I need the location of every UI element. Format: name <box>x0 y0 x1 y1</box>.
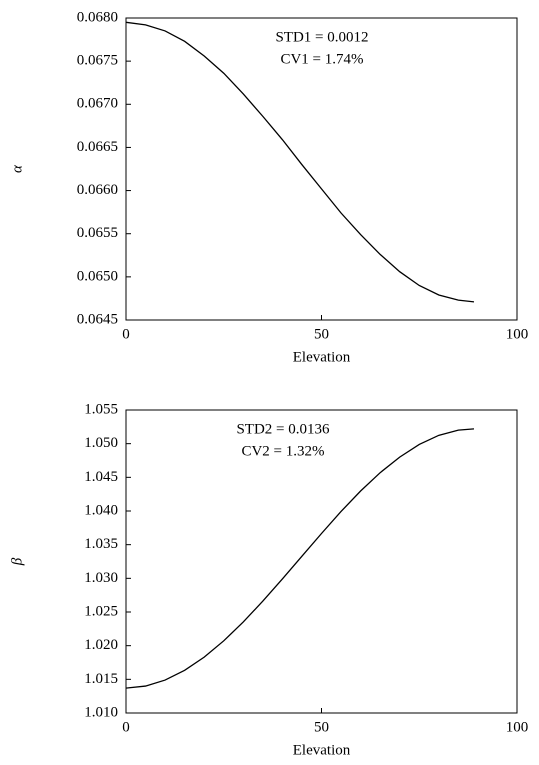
x-axis-label: Elevation <box>293 742 351 758</box>
data-line <box>125 21 475 303</box>
y-tick-label: 1.050 <box>84 435 118 451</box>
x-tick-label: 50 <box>314 326 329 342</box>
annotation: STD2 = 0.0136 <box>236 421 330 437</box>
x-axis-label: Elevation <box>293 349 351 365</box>
y-tick-label: 1.035 <box>84 536 118 552</box>
y-tick-label: 1.030 <box>84 570 118 586</box>
y-tick-label: 1.045 <box>84 469 118 485</box>
annotation: CV2 = 1.32% <box>241 443 324 459</box>
y-tick-label: 1.055 <box>84 401 118 417</box>
y-tick-label: 0.0675 <box>77 53 118 69</box>
y-axis-label: α <box>9 164 25 173</box>
x-tick-label: 0 <box>122 719 130 735</box>
annotation: STD1 = 0.0012 <box>275 29 368 45</box>
y-tick-label: 1.025 <box>84 603 118 619</box>
y-tick-label: 0.0650 <box>77 268 118 284</box>
y-tick-label: 0.0670 <box>77 96 118 112</box>
y-tick-label: 1.015 <box>84 671 118 687</box>
x-tick-label: 0 <box>122 326 130 342</box>
y-tick-label: 1.020 <box>84 637 118 653</box>
x-tick-label: 100 <box>506 326 529 342</box>
annotation: CV1 = 1.74% <box>280 51 363 67</box>
x-tick-label: 50 <box>314 719 329 735</box>
y-tick-label: 0.0680 <box>77 9 118 25</box>
y-tick-label: 0.0665 <box>77 139 118 155</box>
y-axis-label: β <box>9 557 25 566</box>
y-tick-label: 0.0655 <box>77 225 118 241</box>
y-tick-label: 1.010 <box>84 704 118 720</box>
y-tick-label: 0.0660 <box>77 182 118 198</box>
data-line <box>125 428 475 689</box>
y-tick-label: 1.040 <box>84 502 118 518</box>
y-tick-label: 0.0645 <box>77 311 118 327</box>
x-tick-label: 100 <box>506 719 529 735</box>
